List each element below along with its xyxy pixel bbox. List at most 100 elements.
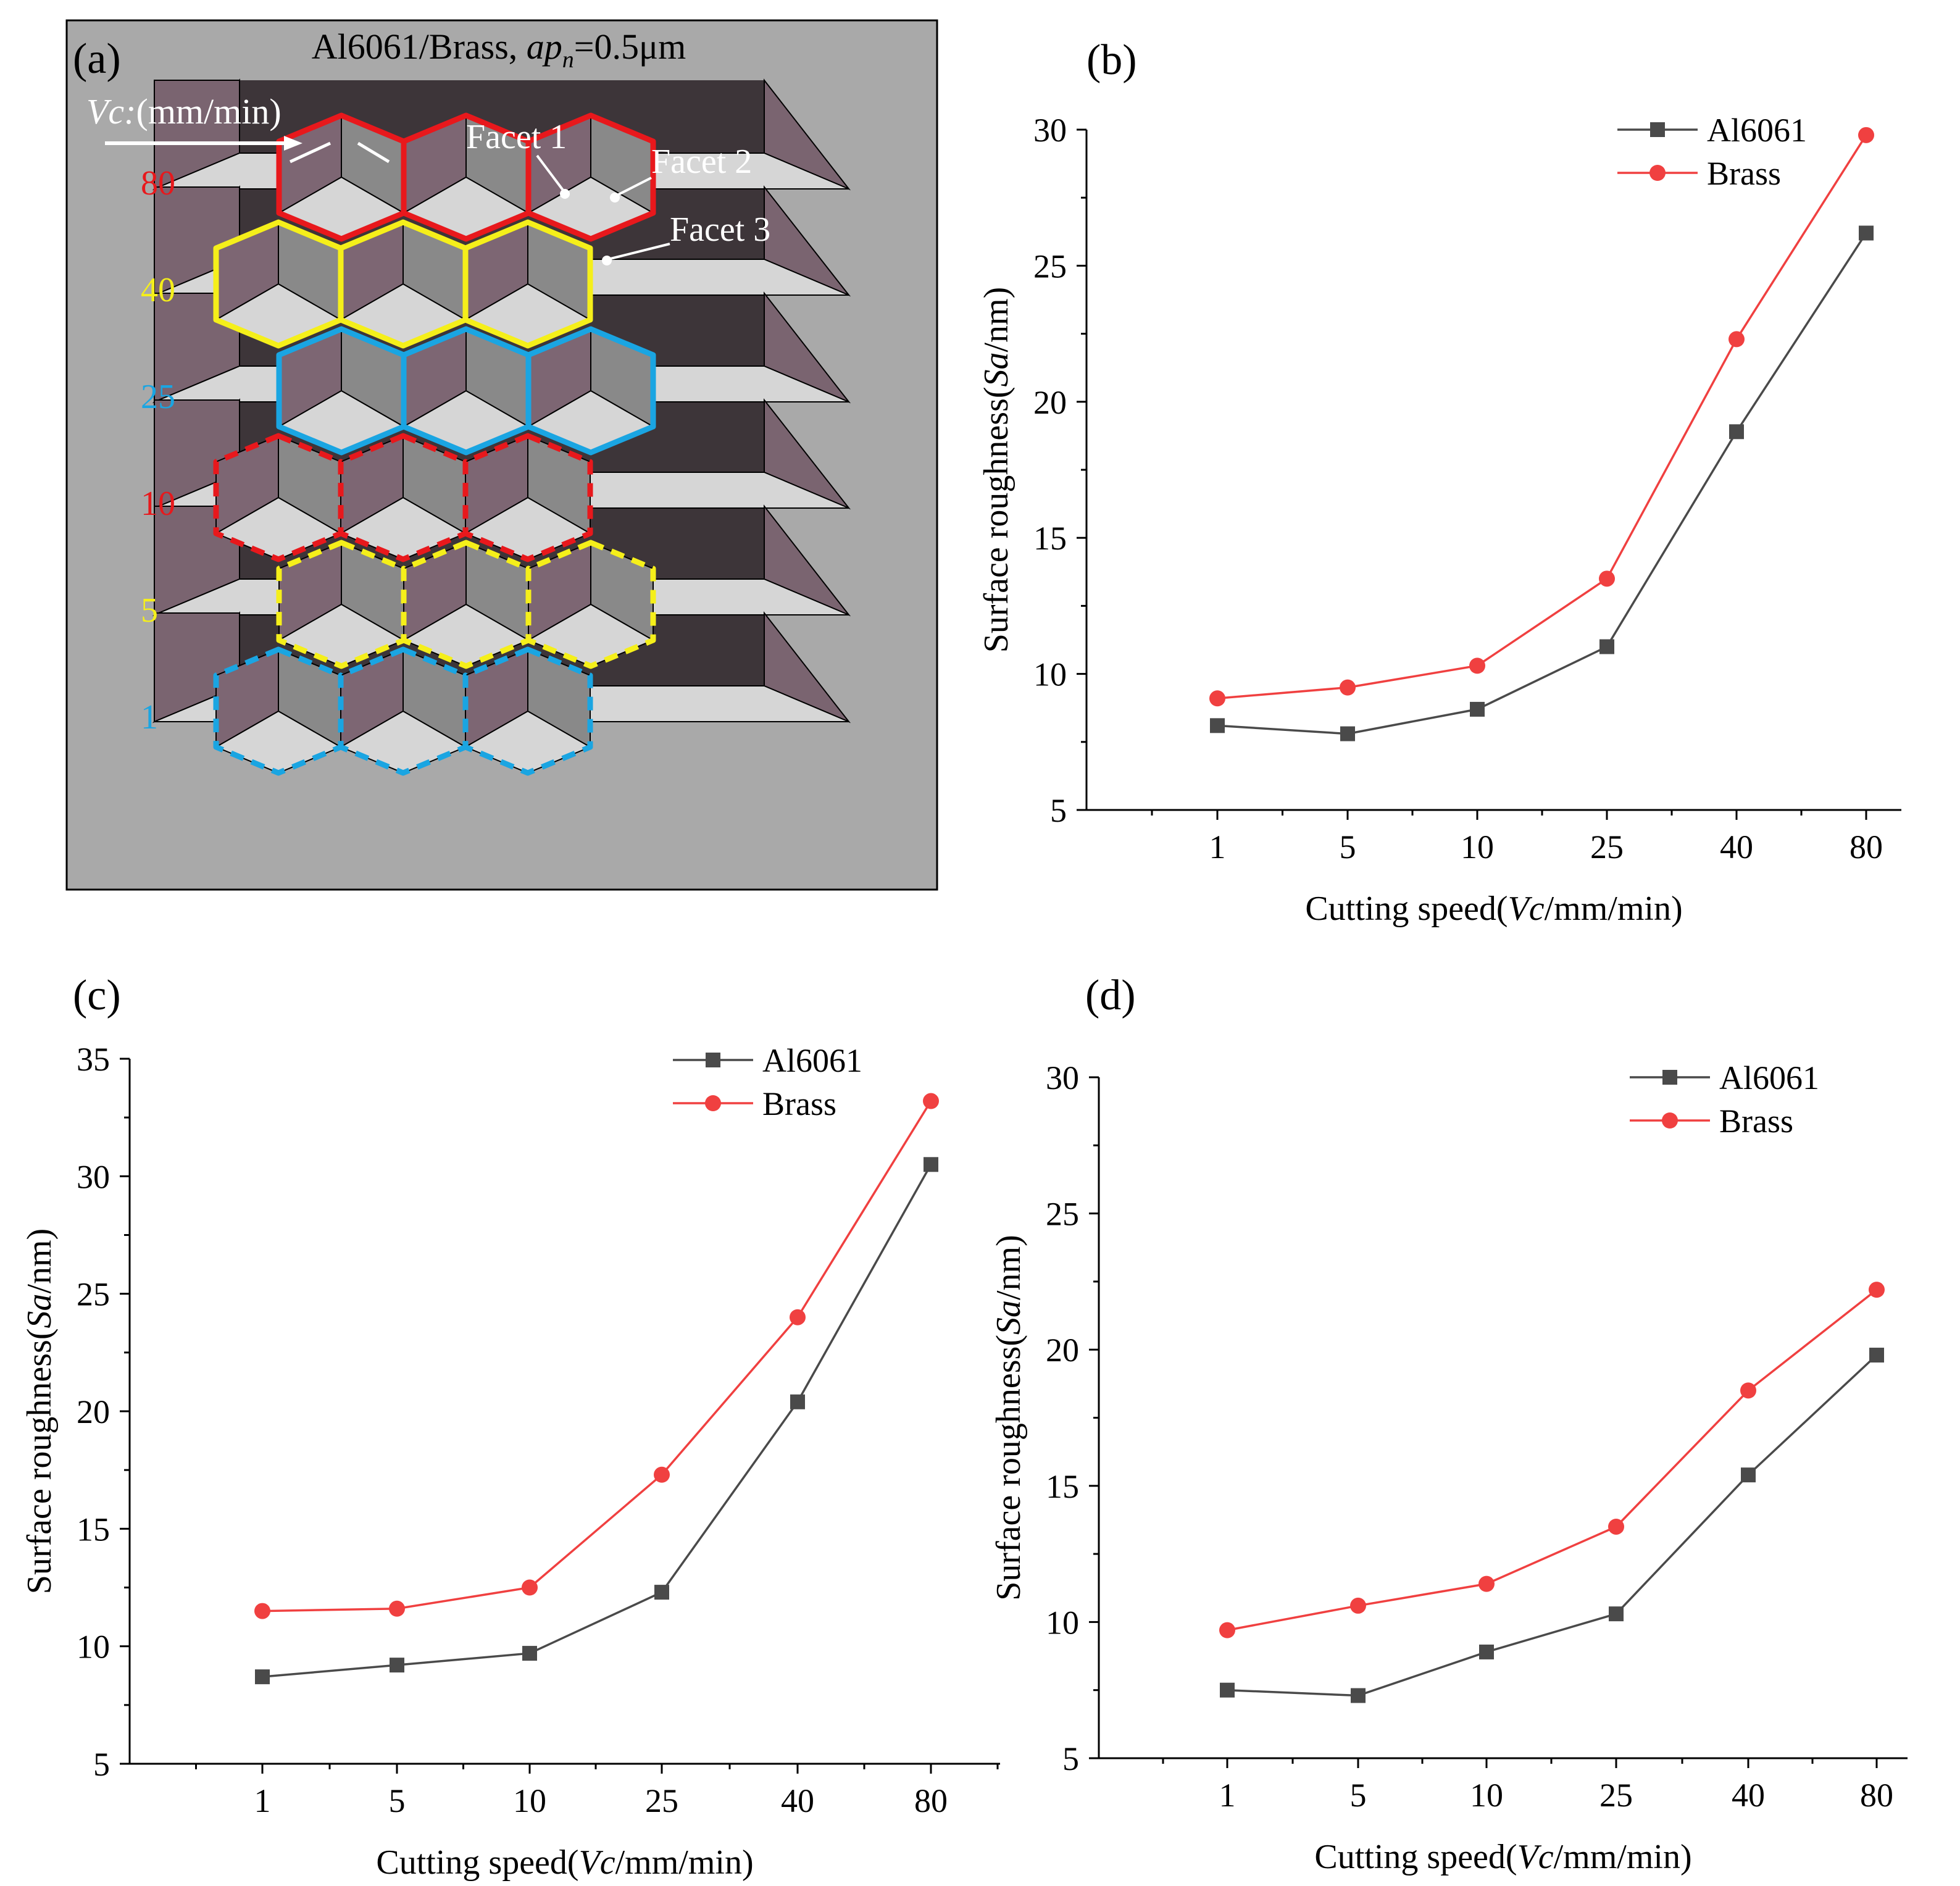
y-axis-title-italic: Sa — [20, 1294, 59, 1329]
y-tick-label: 25 — [77, 1276, 110, 1313]
title-sub: n — [562, 47, 574, 73]
vc-unit: (mm/min) — [136, 91, 281, 131]
y-axis-title-italic: Sa — [977, 353, 1015, 387]
data-point-brass-5 — [1340, 679, 1356, 696]
facet-1-label: Facet 1 — [466, 118, 567, 156]
x-axis-title-italic: Vc — [579, 1843, 615, 1882]
series-brass — [1219, 1282, 1885, 1638]
speed-label-10: 10 — [141, 485, 175, 523]
legend-label-al6061: Al6061 — [1719, 1059, 1819, 1096]
legend-marker-circle — [1649, 165, 1666, 181]
x-axis-title-suffix: /mm/min) — [1554, 1838, 1692, 1876]
series-line-brass — [262, 1100, 932, 1613]
data-point-brass-80 — [1858, 127, 1874, 143]
y-tick-label: 20 — [1033, 384, 1067, 421]
chart-c-label: (c) — [73, 972, 121, 1019]
data-point-brass-40 — [1740, 1382, 1756, 1399]
facet-3-label: Facet 3 — [670, 211, 770, 249]
data-point-al6061-10 — [1470, 701, 1485, 717]
data-point-brass-10 — [1469, 657, 1485, 674]
hex-outline-speed-10 — [462, 433, 593, 562]
x-axis-title: Cutting speed(Vc/mm/min) — [376, 1843, 753, 1882]
y-tick-label: 5 — [1050, 792, 1067, 829]
y-tick-label: 20 — [77, 1393, 110, 1430]
y-tick-label: 10 — [1033, 656, 1067, 693]
chart-b-label: (b) — [1086, 36, 1137, 84]
x-tick-label: 1 — [1219, 1777, 1236, 1814]
data-point-al6061-40 — [790, 1394, 805, 1409]
legend-label-brass: Brass — [1707, 155, 1781, 192]
data-point-brass-1 — [254, 1603, 270, 1619]
x-axis-title-prefix: Cutting speed( — [1314, 1838, 1517, 1876]
hex-outline-speed-5 — [525, 540, 656, 669]
y-tick-label: 10 — [77, 1629, 110, 1666]
y-axis-title-italic: Sa — [990, 1300, 1028, 1335]
x-tick-label: 80 — [914, 1782, 948, 1819]
data-point-al6061-80 — [1869, 1348, 1884, 1363]
panel-a-title: Al6061/Brass, apn=0.5μm — [312, 27, 686, 73]
x-tick-label: 5 — [1350, 1777, 1367, 1814]
x-tick-label: 40 — [781, 1782, 814, 1819]
y-tick-label: 25 — [1046, 1196, 1079, 1233]
legend-label-al6061: Al6061 — [762, 1042, 862, 1079]
speed-label-25: 25 — [141, 378, 175, 416]
data-point-al6061-40 — [1729, 424, 1744, 440]
legend-marker-circle — [705, 1095, 721, 1111]
speed-label-1: 1 — [141, 698, 158, 736]
data-point-brass-5 — [389, 1600, 405, 1617]
data-point-al6061-1 — [255, 1669, 270, 1685]
data-point-al6061-25 — [654, 1585, 669, 1600]
y-tick-label: 10 — [1046, 1604, 1079, 1641]
title-prefix: Al6061/Brass, — [312, 27, 527, 67]
series-al6061 — [1210, 225, 1874, 741]
data-point-al6061-1 — [1210, 718, 1225, 733]
x-tick-label: 1 — [1209, 828, 1226, 866]
data-point-brass-1 — [1209, 690, 1225, 707]
facet-2-label: Facet 2 — [651, 143, 752, 181]
y-tick-label: 5 — [1062, 1740, 1079, 1777]
data-point-al6061-25 — [1599, 639, 1614, 654]
facet-1-leader — [536, 154, 566, 194]
series-brass — [254, 1093, 939, 1619]
facet-3-dot — [602, 256, 612, 265]
x-tick-label: 40 — [1720, 828, 1753, 866]
data-point-brass-25 — [1608, 1518, 1624, 1535]
data-point-al6061-80 — [1859, 225, 1874, 241]
x-tick-label: 80 — [1849, 828, 1883, 866]
data-point-brass-40 — [1729, 331, 1745, 348]
data-point-al6061-25 — [1609, 1606, 1624, 1622]
panel-a-schematic: 80 40 25 10 5 1 (a) Al6061/Brass, apn=0.5μm Vc:(… — [65, 19, 938, 891]
series-line-brass — [1217, 134, 1867, 700]
facet-3-leader — [607, 243, 670, 261]
series-al6061 — [1220, 1348, 1884, 1703]
speed-label-80: 80 — [141, 164, 175, 202]
x-tick-label: 10 — [1470, 1777, 1503, 1814]
vc-italic: Vc: — [86, 91, 136, 131]
title-ap: ap — [527, 27, 562, 67]
y-tick-label: 35 — [77, 1041, 110, 1078]
panel-a-label: (a) — [73, 35, 121, 83]
x-axis-title-italic: Vc — [1517, 1838, 1554, 1876]
x-tick-label: 25 — [645, 1782, 678, 1819]
data-point-brass-40 — [790, 1309, 806, 1325]
data-point-al6061-10 — [1479, 1644, 1494, 1659]
x-tick-label: 5 — [389, 1782, 406, 1819]
x-tick-label: 1 — [254, 1782, 271, 1819]
x-axis-title-prefix: Cutting speed( — [1305, 890, 1508, 928]
x-tick-label: 40 — [1732, 1777, 1765, 1814]
data-point-brass-10 — [1478, 1575, 1495, 1592]
x-tick-label: 80 — [1860, 1777, 1893, 1814]
arrow-head-icon — [284, 136, 302, 151]
data-point-brass-25 — [1599, 570, 1615, 587]
data-point-al6061-5 — [1340, 726, 1355, 741]
y-tick-label: 15 — [77, 1511, 110, 1548]
x-tick-label: 10 — [1461, 828, 1494, 866]
hex-outline-speed-80 — [525, 112, 656, 242]
data-point-brass-10 — [522, 1579, 538, 1596]
series-al6061 — [255, 1157, 938, 1685]
y-tick-label: 15 — [1046, 1468, 1079, 1505]
x-axis-title-suffix: /mm/min) — [615, 1843, 754, 1882]
